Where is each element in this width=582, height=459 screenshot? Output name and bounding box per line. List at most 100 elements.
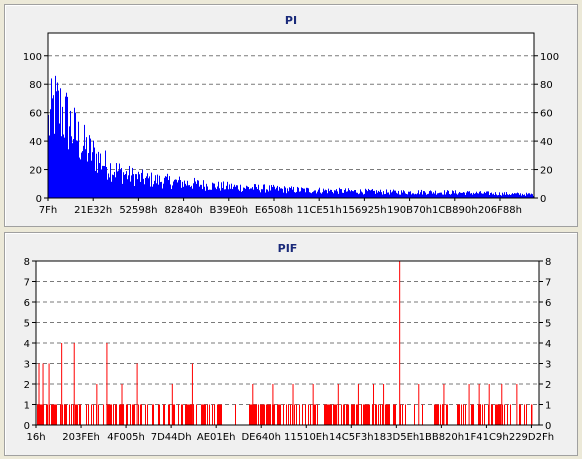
bar xyxy=(174,404,175,425)
bar xyxy=(327,193,328,198)
bar xyxy=(400,404,401,425)
bar xyxy=(357,404,358,425)
bar xyxy=(158,404,159,425)
bar xyxy=(472,194,473,198)
bar xyxy=(422,194,423,198)
bar xyxy=(402,404,403,425)
bar xyxy=(153,184,154,198)
bar xyxy=(473,192,474,198)
x-tick-label: 229D2Fh xyxy=(509,432,554,443)
bar xyxy=(510,404,511,425)
bar xyxy=(254,404,255,425)
bar xyxy=(372,404,373,425)
bar xyxy=(146,176,147,198)
bar xyxy=(268,404,269,425)
bar xyxy=(143,178,144,198)
bar xyxy=(295,192,296,198)
bar xyxy=(436,404,437,425)
bar xyxy=(112,174,113,198)
bar xyxy=(156,183,157,198)
chart-title: PIF xyxy=(278,242,298,255)
bar xyxy=(204,186,205,198)
bar xyxy=(201,404,202,425)
bar xyxy=(116,404,117,425)
bar xyxy=(185,183,186,198)
bar xyxy=(472,404,473,425)
bar xyxy=(251,188,252,198)
bar xyxy=(40,404,41,425)
bar xyxy=(378,190,379,198)
bar xyxy=(55,404,56,425)
bar xyxy=(252,187,253,198)
bar xyxy=(429,191,430,198)
bar xyxy=(89,135,90,198)
bar xyxy=(199,186,200,198)
bar xyxy=(318,189,319,198)
bar xyxy=(376,190,377,198)
bar xyxy=(484,404,485,425)
bar xyxy=(438,404,439,425)
bar xyxy=(364,404,365,425)
bar xyxy=(279,404,280,425)
bar xyxy=(284,186,285,198)
bar xyxy=(248,186,249,198)
bar xyxy=(145,177,146,198)
y-tick-label-left: 8 xyxy=(24,257,30,268)
bar xyxy=(119,163,120,198)
bar xyxy=(348,404,349,425)
bar xyxy=(391,192,392,198)
bar xyxy=(208,189,209,198)
y-tick-label-left: 7 xyxy=(24,278,30,289)
bar xyxy=(370,190,371,198)
bar xyxy=(64,404,65,425)
bar xyxy=(198,180,199,198)
bar xyxy=(316,193,317,198)
bar xyxy=(305,192,306,198)
bar xyxy=(280,404,281,425)
bar xyxy=(296,191,297,198)
bar xyxy=(51,78,52,198)
bar xyxy=(80,404,81,425)
bar xyxy=(64,137,65,198)
bar xyxy=(407,194,408,198)
bar xyxy=(155,175,156,198)
bar xyxy=(315,190,316,198)
bar xyxy=(340,189,341,198)
bar xyxy=(65,96,66,198)
bar xyxy=(271,185,272,198)
bar xyxy=(157,174,158,198)
y-tick-label-right: 1 xyxy=(545,401,551,412)
bar xyxy=(94,147,95,198)
bar xyxy=(182,404,183,425)
bar xyxy=(56,404,57,425)
bar xyxy=(503,194,504,198)
bar xyxy=(209,404,210,425)
x-tick-label: 206F88h xyxy=(478,205,522,216)
y-tick-label-left: 80 xyxy=(29,80,42,91)
bar xyxy=(519,404,520,425)
bar xyxy=(194,177,195,198)
bar xyxy=(385,404,386,425)
x-tick-label: 52598h xyxy=(119,205,157,216)
bar xyxy=(488,404,489,425)
bar xyxy=(165,176,166,198)
bar xyxy=(393,404,394,425)
bar xyxy=(110,163,111,198)
bar xyxy=(292,189,293,198)
bar xyxy=(37,404,38,425)
bar xyxy=(98,151,99,198)
bar xyxy=(444,190,445,198)
bar xyxy=(501,384,503,425)
x-tick-label: B39E0h xyxy=(209,205,248,216)
bar xyxy=(249,404,250,425)
bar xyxy=(397,193,398,198)
bar xyxy=(291,186,292,198)
bar xyxy=(522,193,523,198)
bar xyxy=(140,404,141,425)
bar xyxy=(433,192,434,198)
bar xyxy=(287,188,288,198)
bar xyxy=(471,404,472,425)
bar xyxy=(142,169,143,198)
y-tick-label-left: 5 xyxy=(24,319,30,330)
bar xyxy=(306,187,307,198)
